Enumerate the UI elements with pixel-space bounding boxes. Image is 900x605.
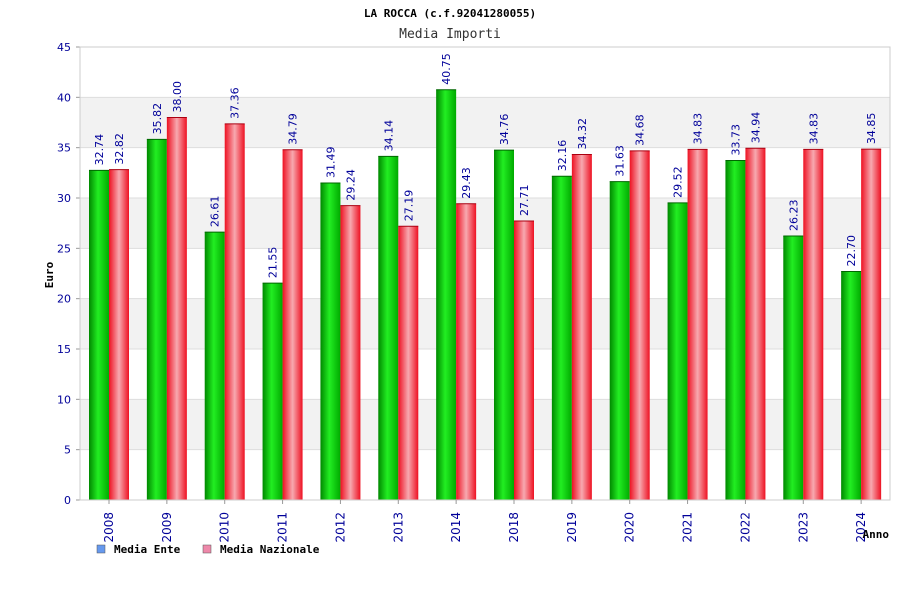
data-label-2021-1: 29.52: [672, 166, 685, 198]
data-label-2023-1: 26.23: [787, 199, 800, 231]
data-label-2020-1: 31.63: [614, 145, 627, 177]
bar-media-ente-2020: [609, 181, 630, 500]
data-label-2014-2: 29.43: [460, 167, 473, 199]
chart-title: LA ROCCA (c.f.92041280055): [364, 7, 536, 20]
data-label-2011-1: 21.55: [267, 247, 280, 279]
data-label-2010-2: 37.36: [229, 87, 242, 119]
y-tick-label: 20: [57, 293, 71, 306]
grid-band: [80, 198, 890, 249]
x-tick-label-2011: 2011: [276, 512, 290, 543]
y-tick-label: 10: [57, 393, 71, 406]
data-label-2024-1: 22.70: [845, 235, 858, 267]
x-tick-label-2021: 2021: [681, 512, 695, 543]
data-label-2008-2: 32.82: [113, 133, 126, 165]
bar-media-nazionale-2024: [861, 149, 882, 500]
y-tick-label: 35: [57, 142, 71, 155]
data-label-2022-1: 33.73: [729, 124, 742, 156]
bar-media-nazionale-2018: [514, 221, 534, 500]
x-tick-label-2024: 2024: [854, 512, 868, 543]
bar-media-nazionale-2009: [166, 117, 187, 500]
y-tick-label: 15: [57, 343, 71, 356]
bar-media-nazionale-2022: [745, 148, 766, 500]
legend-label-1: Media Ente: [114, 543, 181, 556]
x-tick-label-2009: 2009: [160, 512, 174, 543]
x-tick-label-2018: 2018: [507, 512, 521, 543]
y-tick-label: 45: [57, 41, 71, 54]
data-label-2022-2: 34.94: [749, 112, 762, 144]
grid-band: [80, 97, 890, 148]
bar-media-nazionale-2021: [687, 149, 708, 501]
x-tick-label-2014: 2014: [449, 512, 463, 543]
bar-media-nazionale-2010: [224, 123, 245, 500]
bar-media-ente-2021: [667, 202, 688, 500]
bar-media-nazionale-2008: [109, 169, 129, 500]
y-axis-label: Euro: [43, 261, 56, 288]
bar-media-ente-2012: [320, 183, 341, 500]
data-label-2018-2: 27.71: [518, 185, 531, 217]
bar-media-ente-2011: [262, 283, 283, 500]
x-tick-label-2023: 2023: [796, 512, 810, 543]
y-tick-label: 25: [57, 242, 71, 255]
x-tick-label-2019: 2019: [565, 512, 579, 543]
bar-media-ente-2008: [89, 170, 109, 500]
data-label-2023-2: 34.83: [807, 113, 820, 145]
data-label-2019-1: 32.16: [556, 140, 569, 172]
grid-band: [80, 399, 890, 450]
x-tick-label-2008: 2008: [102, 512, 116, 543]
x-axis-label: Anno: [863, 528, 890, 541]
x-tick-label-2012: 2012: [333, 512, 347, 543]
legend-label-2: Media Nazionale: [220, 543, 320, 556]
data-label-2014-1: 40.75: [440, 53, 453, 85]
bar-media-ente-2009: [146, 139, 167, 501]
bar-media-ente-2022: [725, 160, 746, 500]
grid-band: [80, 298, 890, 349]
data-label-2021-2: 34.83: [692, 113, 705, 145]
bar-media-nazionale-2023: [803, 149, 824, 501]
data-label-2012-1: 31.49: [324, 147, 337, 179]
data-label-2019-2: 34.32: [576, 118, 589, 150]
bar-media-ente-2019: [551, 176, 572, 501]
data-label-2012-2: 29.24: [344, 169, 357, 201]
x-tick-label-2010: 2010: [218, 512, 232, 543]
bar-media-ente-2014: [436, 89, 457, 501]
data-label-2008-1: 32.74: [93, 134, 106, 166]
x-tick-label-2013: 2013: [391, 512, 405, 543]
data-label-2013-2: 27.19: [402, 190, 415, 222]
data-label-2020-2: 34.68: [634, 114, 647, 146]
bar-media-nazionale-2020: [629, 150, 650, 500]
y-tick-label: 40: [57, 91, 71, 104]
bar-media-nazionale-2012: [340, 205, 361, 500]
x-tick-label-2020: 2020: [623, 512, 637, 543]
x-tick-label-2022: 2022: [738, 512, 752, 543]
plot-frame: [79, 46, 891, 501]
data-label-2010-1: 26.61: [209, 196, 222, 228]
bar-media-nazionale-2014: [456, 203, 477, 500]
bar-media-nazionale-2013: [398, 226, 419, 500]
bar-media-ente-2023: [783, 235, 804, 500]
data-label-2024-2: 34.85: [865, 113, 878, 145]
bar-media-ente-2010: [204, 232, 225, 500]
legend-swatch-2: [202, 544, 212, 554]
bar-media-nazionale-2011: [282, 149, 303, 500]
data-label-2009-2: 38.00: [171, 81, 184, 113]
y-tick-label: 30: [57, 192, 71, 205]
y-tick-label: 5: [64, 444, 71, 457]
bar-media-ente-2018: [494, 150, 514, 500]
bar-media-ente-2013: [378, 156, 399, 500]
chart-subtitle: Media Importi: [399, 27, 501, 42]
bar-media-ente-2024: [841, 271, 862, 500]
legend-swatch-1: [96, 544, 106, 554]
data-label-2013-1: 34.14: [382, 120, 395, 152]
bar-media-nazionale-2019: [571, 154, 592, 500]
data-label-2009-1: 35.82: [151, 103, 164, 135]
data-label-2018-1: 34.76: [498, 114, 511, 146]
legend: Media Ente Media Nazionale: [96, 543, 320, 556]
data-label-2011-2: 34.79: [287, 113, 300, 145]
y-tick-label: 0: [64, 494, 71, 507]
